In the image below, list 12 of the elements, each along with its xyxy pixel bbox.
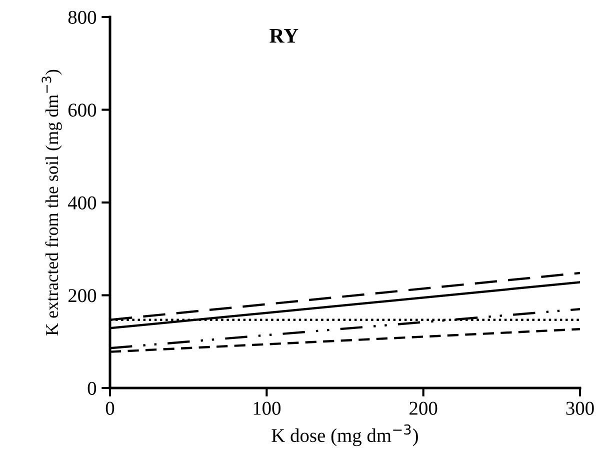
y-tick-label: 600: [68, 104, 96, 117]
chart-title: RY: [270, 28, 298, 43]
y-tick-label: 200: [68, 289, 96, 302]
y-axis-title: K extracted from the soil (mg dm$^{−3}$): [42, 70, 62, 336]
x-axis-title: K dose (mg dm$^{−3}$): [272, 424, 418, 446]
x-tick-label: 0: [106, 402, 114, 415]
y-tick-label: 800: [68, 10, 96, 24]
x-tick-label: 300: [566, 402, 594, 415]
y-tick-label: 400: [68, 196, 96, 210]
x-tick-label: 200: [410, 402, 438, 415]
x-tick-label: 100: [254, 402, 281, 415]
y-tick-label: 0: [88, 382, 96, 395]
